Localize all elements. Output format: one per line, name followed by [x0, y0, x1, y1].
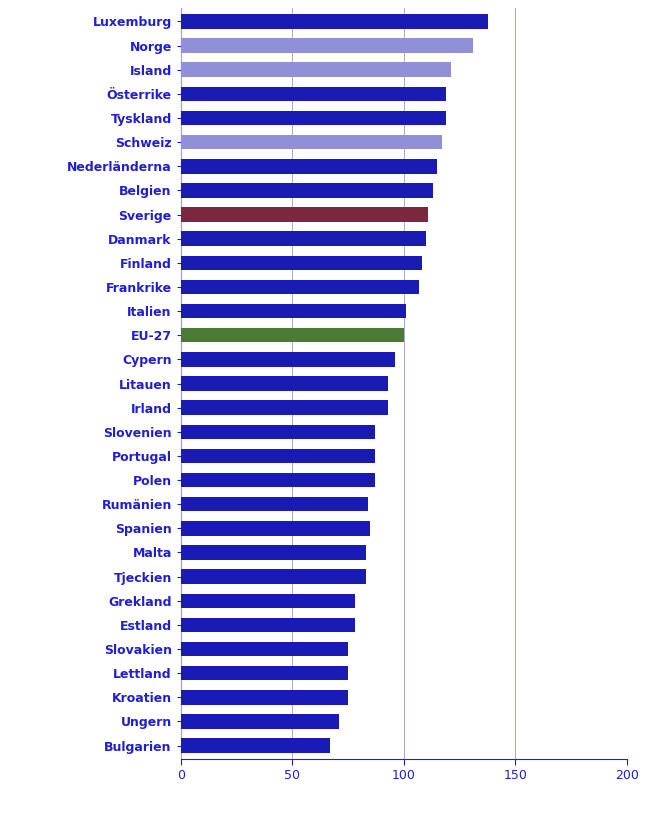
Bar: [181, 353, 395, 366]
Bar: [181, 618, 355, 632]
Bar: [181, 14, 488, 29]
Bar: [181, 304, 406, 318]
Bar: [181, 449, 375, 463]
Bar: [181, 111, 446, 125]
Bar: [181, 376, 388, 391]
Bar: [181, 38, 473, 53]
Bar: [181, 401, 388, 415]
Bar: [181, 472, 375, 487]
Bar: [181, 159, 437, 174]
Bar: [181, 424, 375, 439]
Bar: [181, 593, 355, 608]
Bar: [181, 280, 419, 295]
Bar: [181, 666, 348, 681]
Bar: [181, 690, 348, 704]
Bar: [181, 497, 368, 512]
Bar: [181, 255, 422, 270]
Bar: [181, 714, 339, 729]
Bar: [181, 135, 442, 149]
Bar: [181, 570, 366, 584]
Bar: [181, 86, 446, 101]
Bar: [181, 642, 348, 656]
Bar: [181, 232, 426, 246]
Bar: [181, 738, 330, 753]
Bar: [181, 207, 428, 222]
Bar: [181, 63, 450, 77]
Bar: [181, 328, 404, 343]
Bar: [181, 545, 366, 560]
Bar: [181, 183, 433, 197]
Bar: [181, 521, 370, 535]
